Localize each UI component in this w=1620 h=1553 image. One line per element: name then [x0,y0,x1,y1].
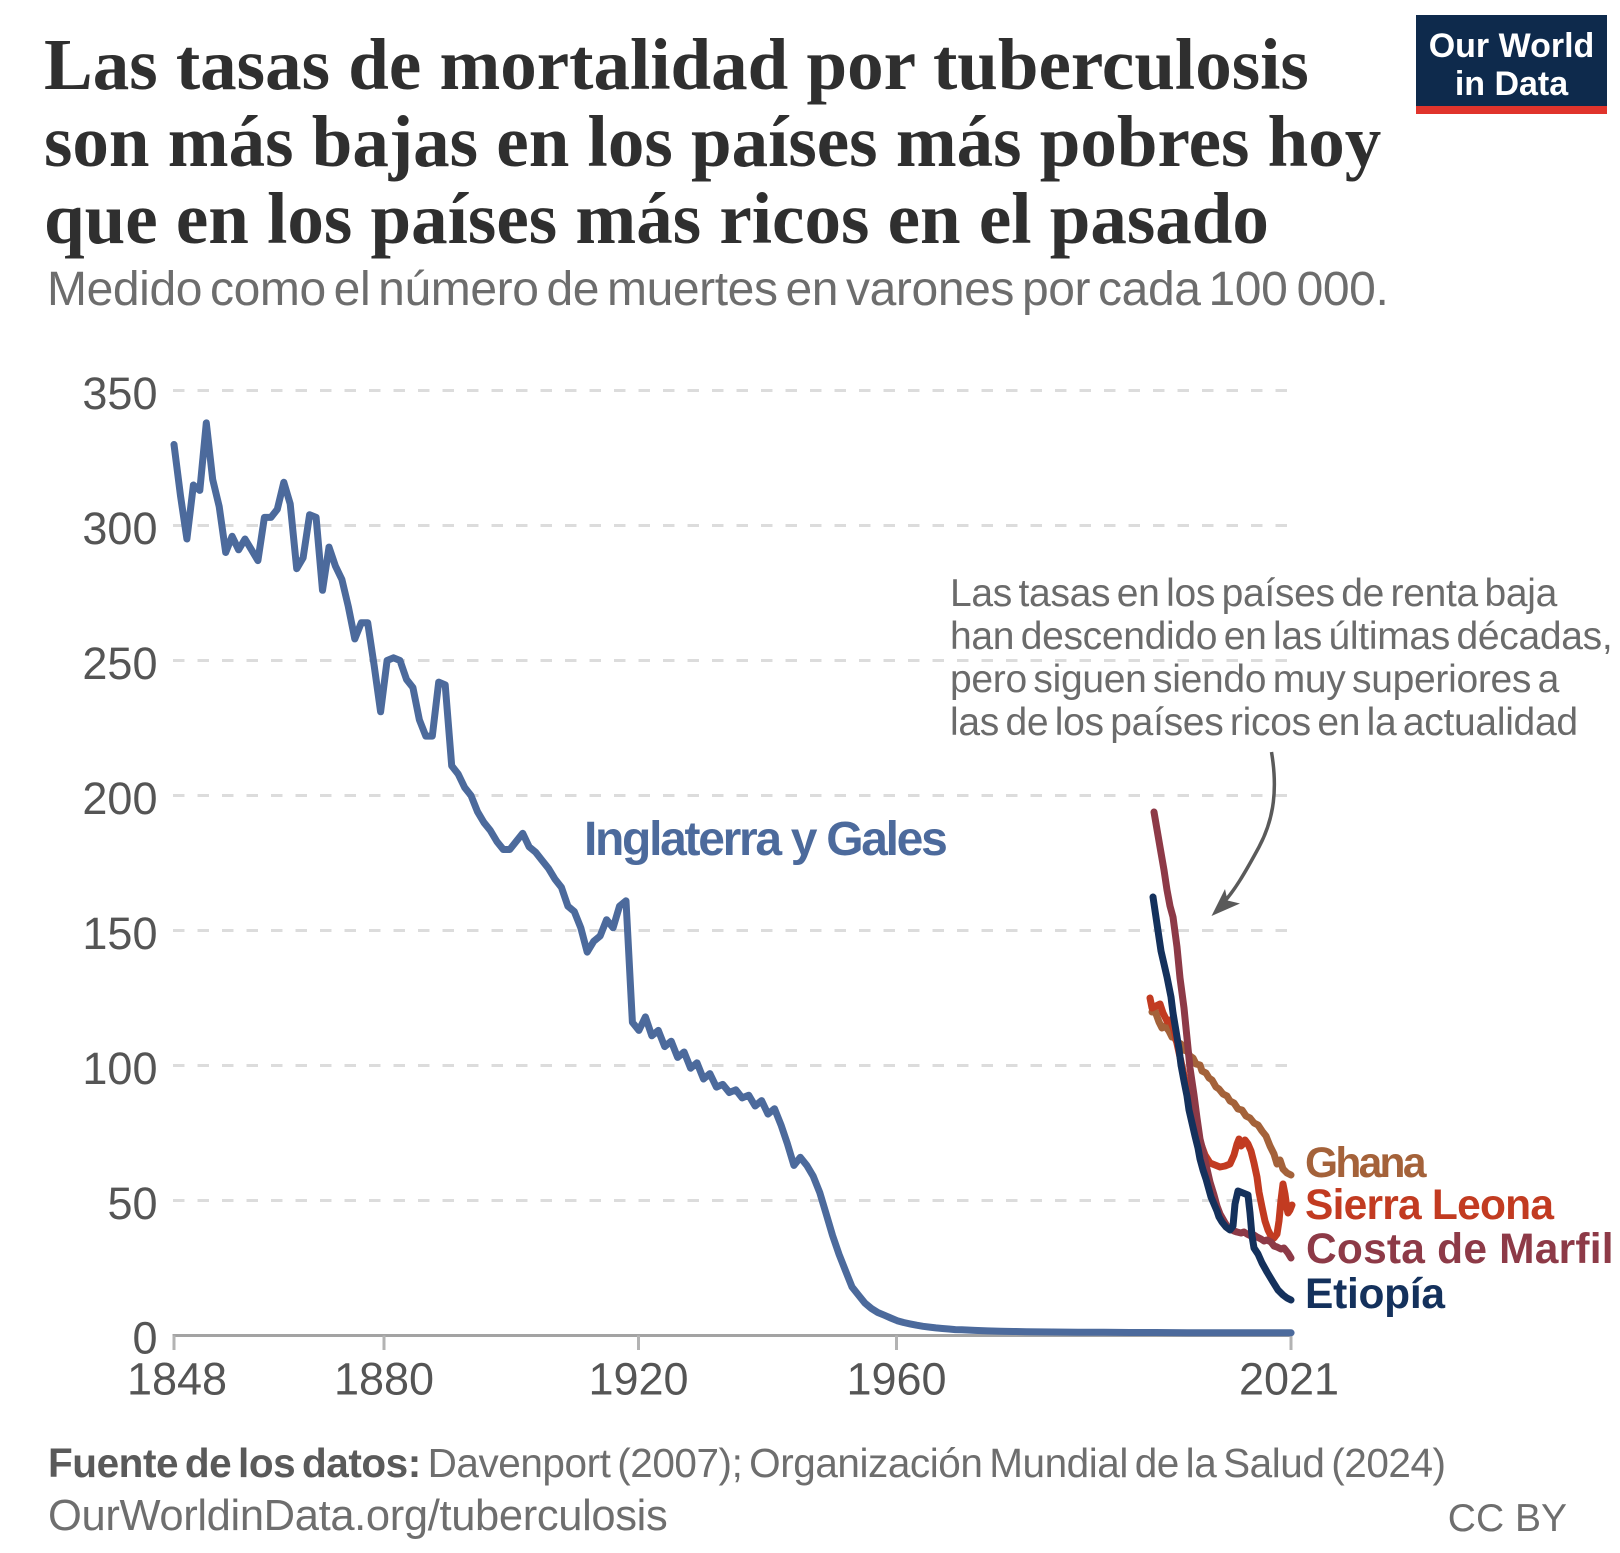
svg-text:250: 250 [82,638,157,689]
svg-text:0: 0 [132,1313,157,1364]
svg-text:200: 200 [82,773,157,824]
svg-text:350: 350 [82,368,157,419]
svg-text:2021: 2021 [1239,1354,1339,1405]
svg-text:1960: 1960 [846,1354,946,1405]
svg-text:300: 300 [82,503,157,554]
svg-text:50: 50 [107,1178,157,1229]
svg-text:1920: 1920 [588,1354,688,1405]
svg-text:1880: 1880 [334,1354,434,1405]
svg-text:100: 100 [82,1043,157,1094]
svg-text:1848: 1848 [127,1354,227,1405]
svg-text:150: 150 [82,908,157,959]
